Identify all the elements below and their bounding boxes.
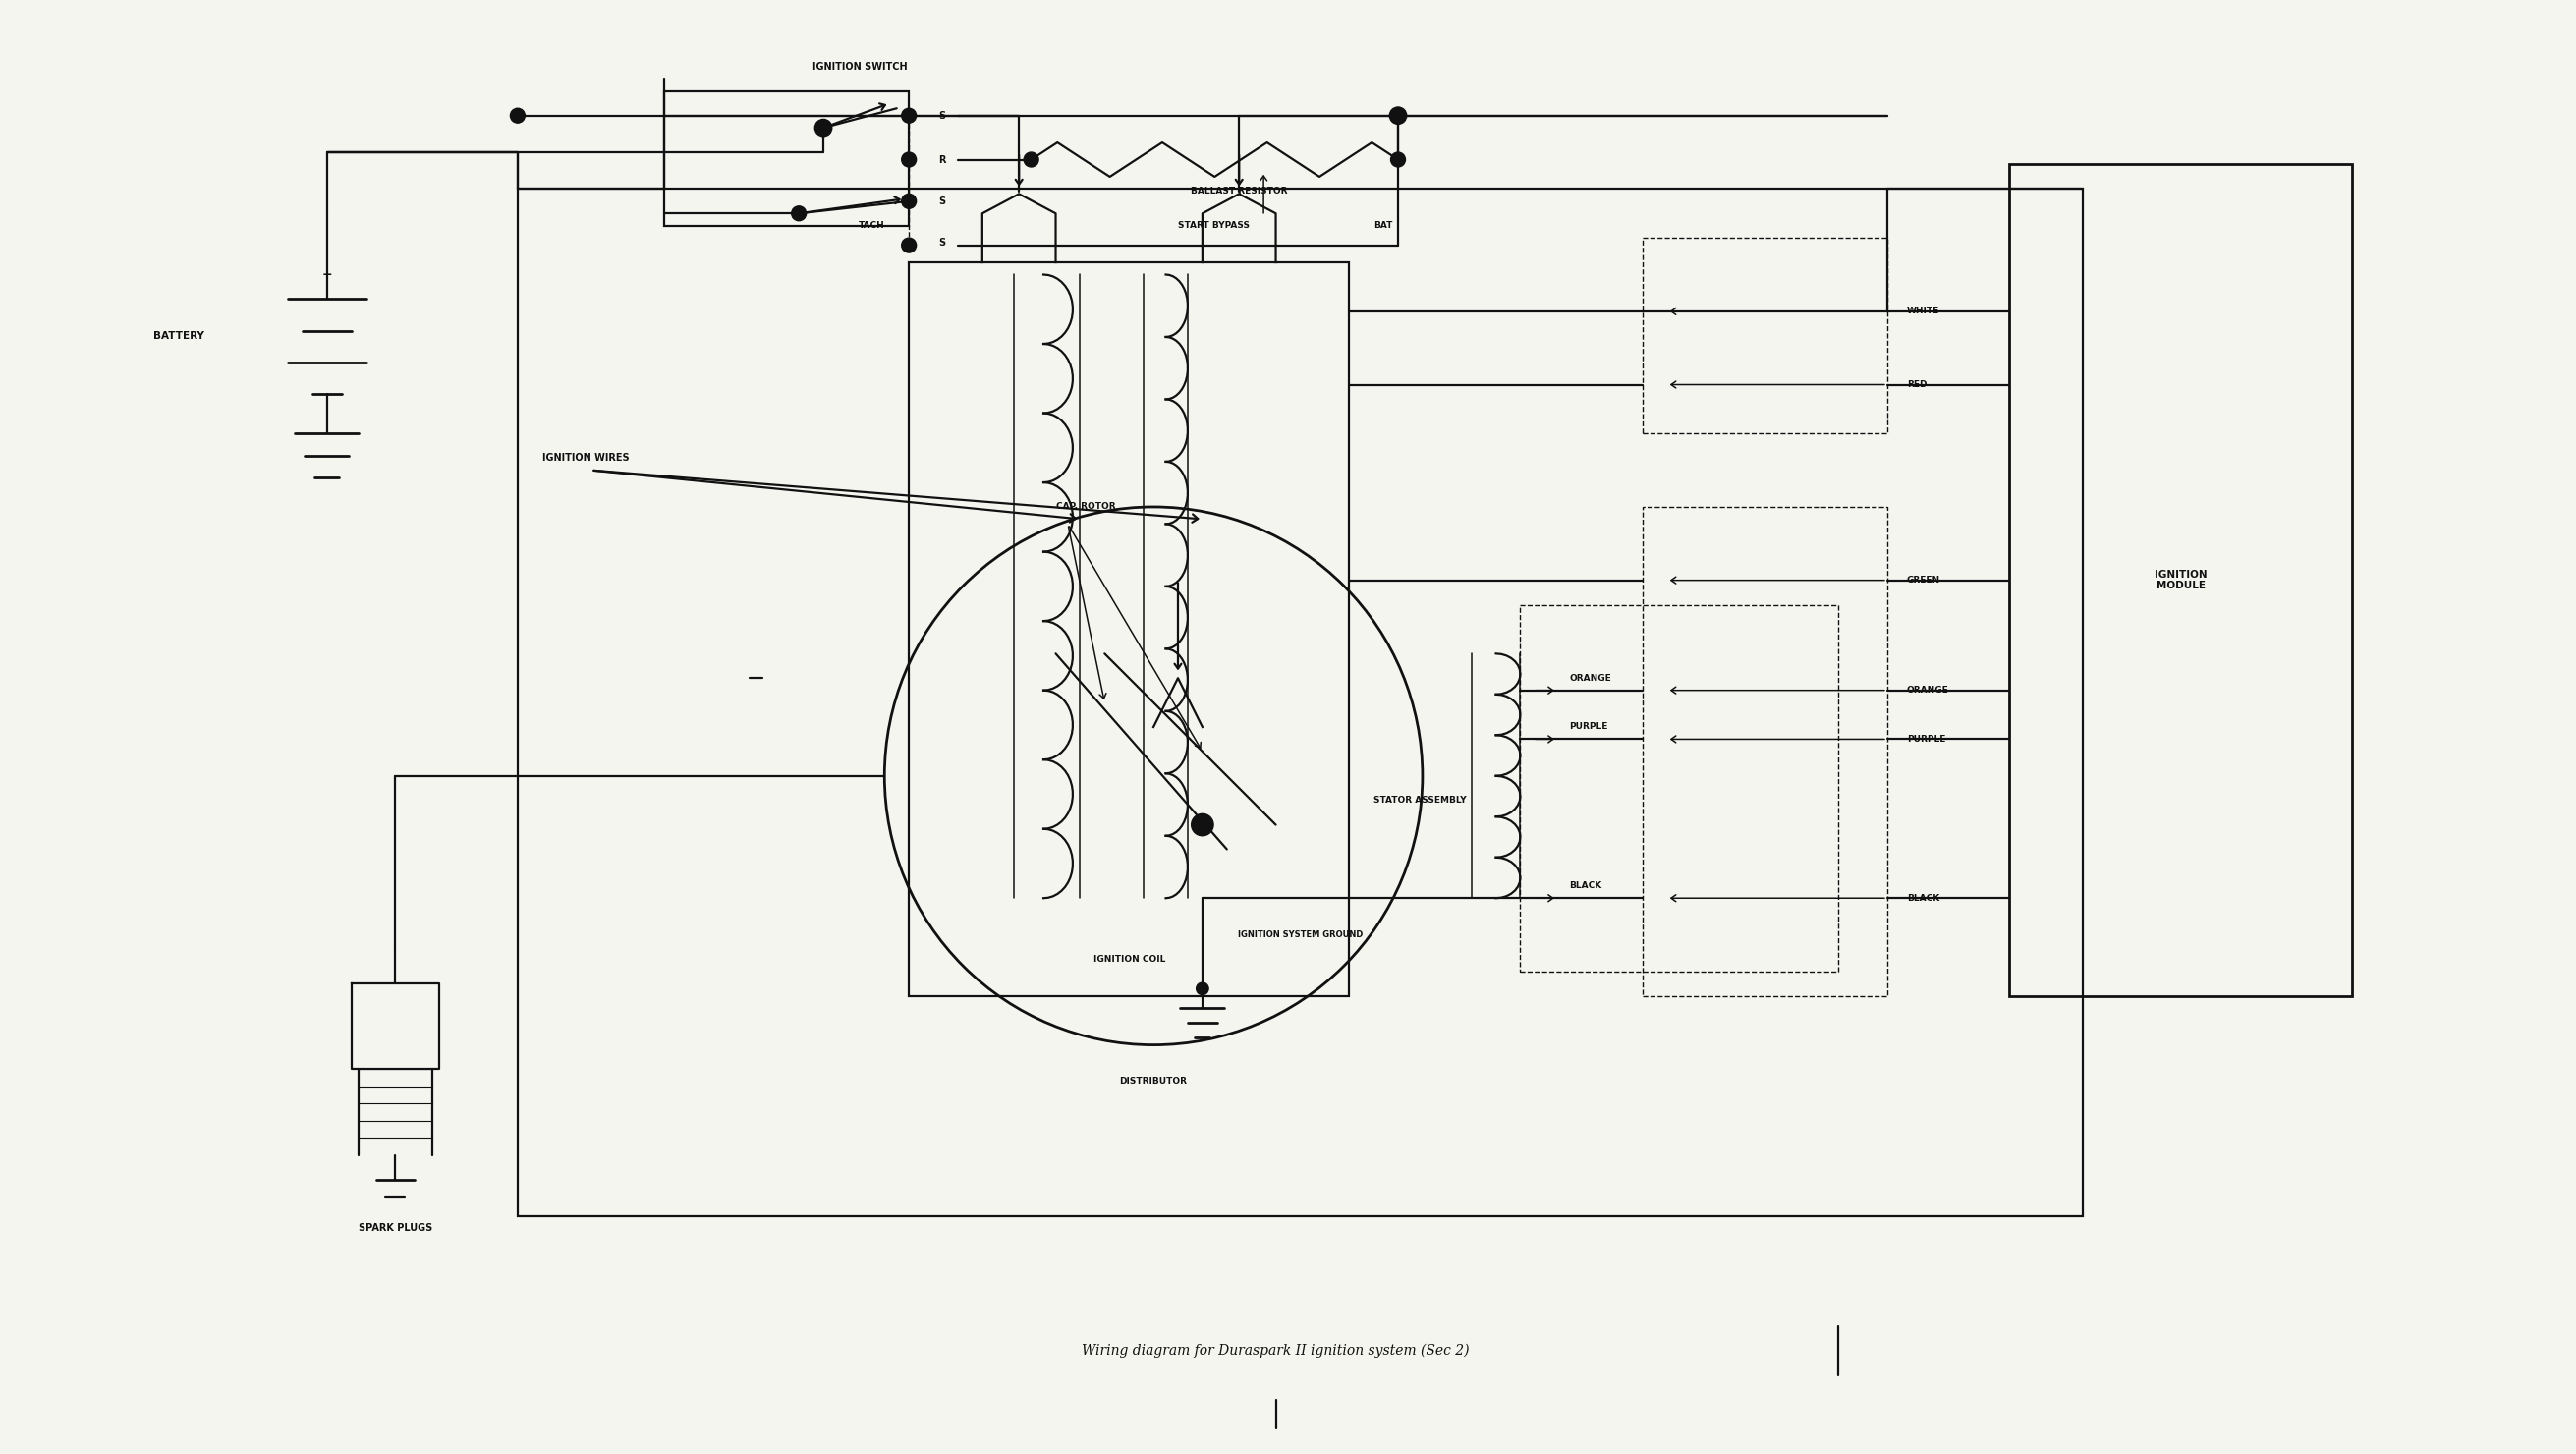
Text: IGNITION
MODULE: IGNITION MODULE [2154,570,2208,590]
Circle shape [1195,983,1208,995]
Text: CAP, ROTOR: CAP, ROTOR [1056,503,1115,512]
Bar [2009,164,2352,996]
Text: S: S [938,111,945,121]
Bar [1643,238,1888,433]
Circle shape [1023,153,1038,167]
Text: BATTERY: BATTERY [155,332,204,340]
Circle shape [791,206,806,221]
Text: TACH: TACH [858,221,884,230]
Text: START BYPASS: START BYPASS [1177,221,1249,230]
Text: IGNITION WIRES: IGNITION WIRES [541,454,629,462]
Text: S: S [938,196,945,206]
Text: BALLAST RESISTOR: BALLAST RESISTOR [1190,188,1288,196]
Text: IGNITION SWITCH: IGNITION SWITCH [811,63,907,71]
Text: R: R [938,154,945,164]
Text: BAT: BAT [1373,221,1394,230]
Circle shape [1391,153,1406,167]
Text: RED: RED [1906,379,1927,390]
Text: S: S [938,238,945,247]
Text: ORANGE: ORANGE [1569,673,1610,682]
Circle shape [902,238,917,253]
Text: +: + [322,268,332,281]
Text: DISTRIBUTOR: DISTRIBUTOR [1121,1077,1188,1086]
Bar [518,189,2084,1216]
Text: WHITE: WHITE [1906,307,1940,316]
Text: BLACK: BLACK [1569,881,1602,890]
Circle shape [902,108,917,124]
Circle shape [510,108,526,124]
Circle shape [1388,108,1406,124]
Text: STATOR ASSEMBLY: STATOR ASSEMBLY [1373,795,1466,804]
Text: IGNITION COIL: IGNITION COIL [1092,955,1164,964]
Circle shape [814,119,832,137]
Bar [1643,507,1888,996]
Text: ORANGE: ORANGE [1906,686,1947,695]
Text: GREEN: GREEN [1906,576,1940,585]
Circle shape [902,153,917,167]
Bar [909,262,1350,996]
Text: SPARK PLUGS: SPARK PLUGS [358,1223,433,1233]
Text: PURPLE: PURPLE [1906,734,1945,743]
Text: Wiring diagram for Duraspark II ignition system (Sec 2): Wiring diagram for Duraspark II ignition… [1082,1343,1468,1358]
Circle shape [902,193,917,208]
Bar [1520,605,1839,971]
Text: PURPLE: PURPLE [1569,723,1607,731]
Bar [665,92,909,225]
Circle shape [1193,814,1213,836]
Text: IGNITION SYSTEM GROUND: IGNITION SYSTEM GROUND [1236,931,1363,939]
Text: BLACK: BLACK [1906,894,1940,903]
